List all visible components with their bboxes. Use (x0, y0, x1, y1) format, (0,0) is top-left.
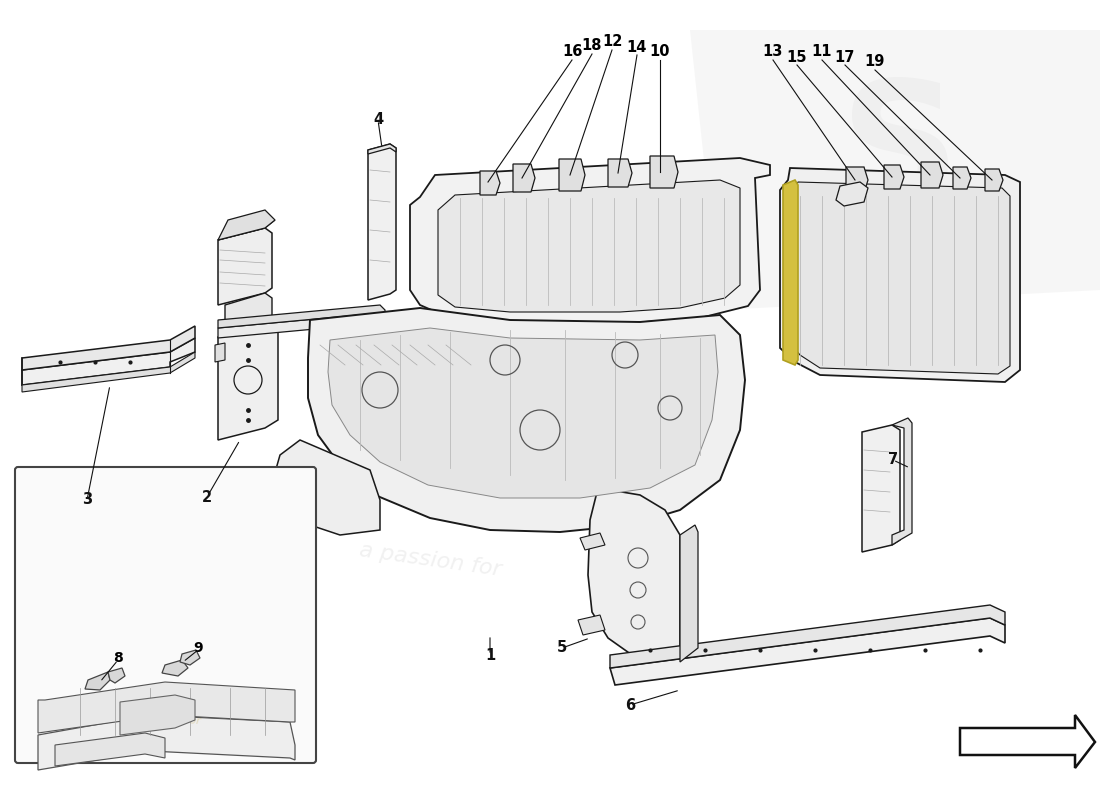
Text: 6: 6 (625, 698, 635, 713)
Text: 10: 10 (650, 45, 670, 59)
Polygon shape (85, 672, 110, 690)
Polygon shape (39, 682, 295, 733)
Text: 15: 15 (786, 50, 807, 65)
Polygon shape (608, 159, 632, 187)
Polygon shape (368, 144, 396, 300)
Polygon shape (513, 164, 535, 192)
Polygon shape (218, 220, 275, 240)
Text: 16: 16 (562, 45, 582, 59)
Polygon shape (953, 167, 971, 189)
Polygon shape (480, 171, 501, 195)
Polygon shape (783, 180, 798, 365)
Polygon shape (55, 733, 165, 766)
Polygon shape (690, 30, 1100, 310)
Polygon shape (578, 615, 605, 635)
Polygon shape (368, 144, 396, 154)
Polygon shape (588, 488, 680, 662)
Polygon shape (884, 165, 904, 189)
Text: 11: 11 (812, 45, 833, 59)
Polygon shape (780, 168, 1020, 382)
Polygon shape (610, 605, 1005, 668)
Polygon shape (328, 328, 718, 498)
Polygon shape (792, 182, 1010, 374)
Polygon shape (108, 668, 125, 683)
Text: 2: 2 (202, 490, 212, 505)
Polygon shape (438, 180, 740, 312)
Polygon shape (410, 158, 770, 323)
Text: 19: 19 (865, 54, 886, 70)
Polygon shape (226, 293, 272, 337)
Text: 14: 14 (627, 39, 647, 54)
Polygon shape (22, 326, 195, 370)
Polygon shape (120, 695, 195, 735)
Polygon shape (836, 182, 868, 206)
Polygon shape (308, 308, 745, 532)
Text: a passion for: a passion for (129, 710, 201, 726)
Text: a passion for: a passion for (358, 540, 503, 580)
Polygon shape (162, 660, 188, 676)
Polygon shape (960, 715, 1094, 768)
Polygon shape (218, 313, 385, 338)
Polygon shape (650, 156, 678, 188)
Polygon shape (580, 533, 605, 550)
Polygon shape (921, 162, 943, 188)
Polygon shape (22, 352, 195, 392)
Text: 4: 4 (373, 113, 383, 127)
Text: 5: 5 (557, 641, 568, 655)
Text: 18: 18 (582, 38, 603, 54)
Polygon shape (39, 715, 295, 770)
Polygon shape (610, 618, 1005, 685)
Text: 12: 12 (602, 34, 623, 50)
Text: 3: 3 (81, 493, 92, 507)
Polygon shape (218, 228, 272, 305)
Polygon shape (218, 322, 278, 440)
Text: 7: 7 (888, 453, 898, 467)
Text: 17: 17 (835, 50, 855, 65)
FancyBboxPatch shape (15, 467, 316, 763)
Polygon shape (180, 650, 200, 665)
Polygon shape (892, 418, 912, 545)
Polygon shape (862, 425, 900, 552)
Text: S: S (840, 74, 960, 237)
Polygon shape (22, 338, 195, 385)
Text: 1: 1 (485, 647, 495, 662)
Text: 9: 9 (194, 641, 202, 655)
Text: a passion for: a passion for (488, 487, 651, 533)
Polygon shape (559, 159, 585, 191)
Polygon shape (680, 525, 698, 662)
Polygon shape (214, 343, 225, 362)
Text: 13: 13 (762, 45, 783, 59)
Polygon shape (846, 167, 868, 193)
Text: 8: 8 (113, 651, 123, 665)
Polygon shape (218, 305, 385, 328)
Polygon shape (984, 169, 1003, 191)
Polygon shape (270, 440, 380, 535)
Polygon shape (218, 210, 275, 240)
